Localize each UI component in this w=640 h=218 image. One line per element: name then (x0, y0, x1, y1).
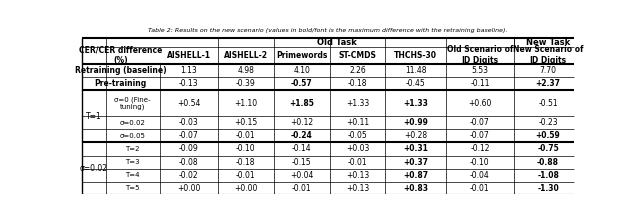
Text: -0.01: -0.01 (236, 131, 255, 140)
Text: -0.51: -0.51 (538, 99, 558, 108)
Text: -0.18: -0.18 (348, 79, 367, 88)
Text: +1.33: +1.33 (403, 99, 428, 108)
Text: +0.13: +0.13 (346, 184, 369, 193)
Text: 11.48: 11.48 (405, 66, 426, 75)
Text: 4.10: 4.10 (293, 66, 310, 75)
Text: ST-CMDS: ST-CMDS (339, 51, 376, 60)
Text: T=2: T=2 (125, 146, 140, 152)
Text: THCHS-30: THCHS-30 (394, 51, 437, 60)
Text: 2.26: 2.26 (349, 66, 366, 75)
Text: σ=0.05: σ=0.05 (120, 133, 146, 139)
Text: +0.13: +0.13 (346, 171, 369, 180)
Text: +0.11: +0.11 (346, 118, 369, 127)
Text: T=5: T=5 (125, 185, 140, 191)
Text: -0.07: -0.07 (470, 131, 490, 140)
Text: New Task: New Task (526, 38, 570, 47)
Text: Retraining (baseline): Retraining (baseline) (75, 66, 166, 75)
Text: +0.12: +0.12 (290, 118, 313, 127)
Text: +1.33: +1.33 (346, 99, 369, 108)
Text: -0.23: -0.23 (538, 118, 558, 127)
Text: -0.02: -0.02 (179, 171, 198, 180)
Text: -0.15: -0.15 (292, 158, 312, 167)
Text: +0.99: +0.99 (403, 118, 428, 127)
Text: Table 2: Results on the new scenario (values in bold/font is the maximum differe: Table 2: Results on the new scenario (va… (148, 29, 508, 34)
Text: +0.00: +0.00 (177, 184, 200, 193)
Text: CER/CER difference
(%): CER/CER difference (%) (79, 45, 163, 65)
Text: +0.28: +0.28 (404, 131, 427, 140)
Text: +0.03: +0.03 (346, 145, 369, 153)
Text: +1.10: +1.10 (234, 99, 257, 108)
Text: -0.08: -0.08 (179, 158, 198, 167)
Text: New Scenario of
JD Digits: New Scenario of JD Digits (513, 45, 583, 65)
Text: -1.08: -1.08 (537, 171, 559, 180)
Text: +2.37: +2.37 (536, 79, 561, 88)
Text: +0.31: +0.31 (403, 145, 428, 153)
Text: +0.00: +0.00 (234, 184, 257, 193)
Text: +0.15: +0.15 (234, 118, 257, 127)
Text: T=3: T=3 (125, 159, 140, 165)
Text: -0.13: -0.13 (179, 79, 198, 88)
Text: -0.07: -0.07 (470, 118, 490, 127)
Text: +0.54: +0.54 (177, 99, 200, 108)
Text: -0.11: -0.11 (470, 79, 490, 88)
Text: σ=0 (Fine-
tuning): σ=0 (Fine- tuning) (115, 96, 151, 110)
Text: AISHELL-2: AISHELL-2 (224, 51, 268, 60)
Text: σ=0.02: σ=0.02 (120, 120, 146, 126)
Text: 5.53: 5.53 (472, 66, 488, 75)
Text: -0.10: -0.10 (236, 145, 255, 153)
Text: 4.98: 4.98 (237, 66, 254, 75)
Text: -0.01: -0.01 (348, 158, 367, 167)
Text: -1.30: -1.30 (537, 184, 559, 193)
Text: T=4: T=4 (125, 172, 140, 178)
Text: Pre-training: Pre-training (95, 79, 147, 88)
Text: -0.24: -0.24 (291, 131, 312, 140)
Text: -0.57: -0.57 (291, 79, 312, 88)
Text: Old Scenario of
JD Digits: Old Scenario of JD Digits (447, 45, 513, 65)
Text: AISHELL-1: AISHELL-1 (167, 51, 211, 60)
Text: -0.12: -0.12 (470, 145, 490, 153)
Text: +0.60: +0.60 (468, 99, 492, 108)
Text: +0.87: +0.87 (403, 171, 428, 180)
Text: -0.88: -0.88 (537, 158, 559, 167)
Text: -0.75: -0.75 (537, 145, 559, 153)
Text: Primewords: Primewords (276, 51, 327, 60)
Text: -0.45: -0.45 (406, 79, 426, 88)
Text: +1.85: +1.85 (289, 99, 314, 108)
Text: -0.04: -0.04 (470, 171, 490, 180)
Text: +0.59: +0.59 (536, 131, 561, 140)
Text: -0.01: -0.01 (236, 171, 255, 180)
Text: σ=0.02: σ=0.02 (79, 164, 108, 173)
Text: Old Task: Old Task (317, 38, 356, 47)
Text: -0.03: -0.03 (179, 118, 199, 127)
Text: T=1: T=1 (86, 112, 101, 121)
Text: -0.01: -0.01 (470, 184, 490, 193)
Text: 7.70: 7.70 (540, 66, 557, 75)
Text: +0.04: +0.04 (290, 171, 314, 180)
Text: -0.01: -0.01 (292, 184, 312, 193)
Text: -0.39: -0.39 (236, 79, 256, 88)
Text: -0.14: -0.14 (292, 145, 312, 153)
Text: +0.37: +0.37 (403, 158, 428, 167)
Text: -0.18: -0.18 (236, 158, 255, 167)
Text: -0.09: -0.09 (179, 145, 199, 153)
Text: -0.07: -0.07 (179, 131, 199, 140)
Text: -0.05: -0.05 (348, 131, 367, 140)
Text: -0.10: -0.10 (470, 158, 490, 167)
Text: +0.83: +0.83 (403, 184, 428, 193)
Text: 1.13: 1.13 (180, 66, 197, 75)
